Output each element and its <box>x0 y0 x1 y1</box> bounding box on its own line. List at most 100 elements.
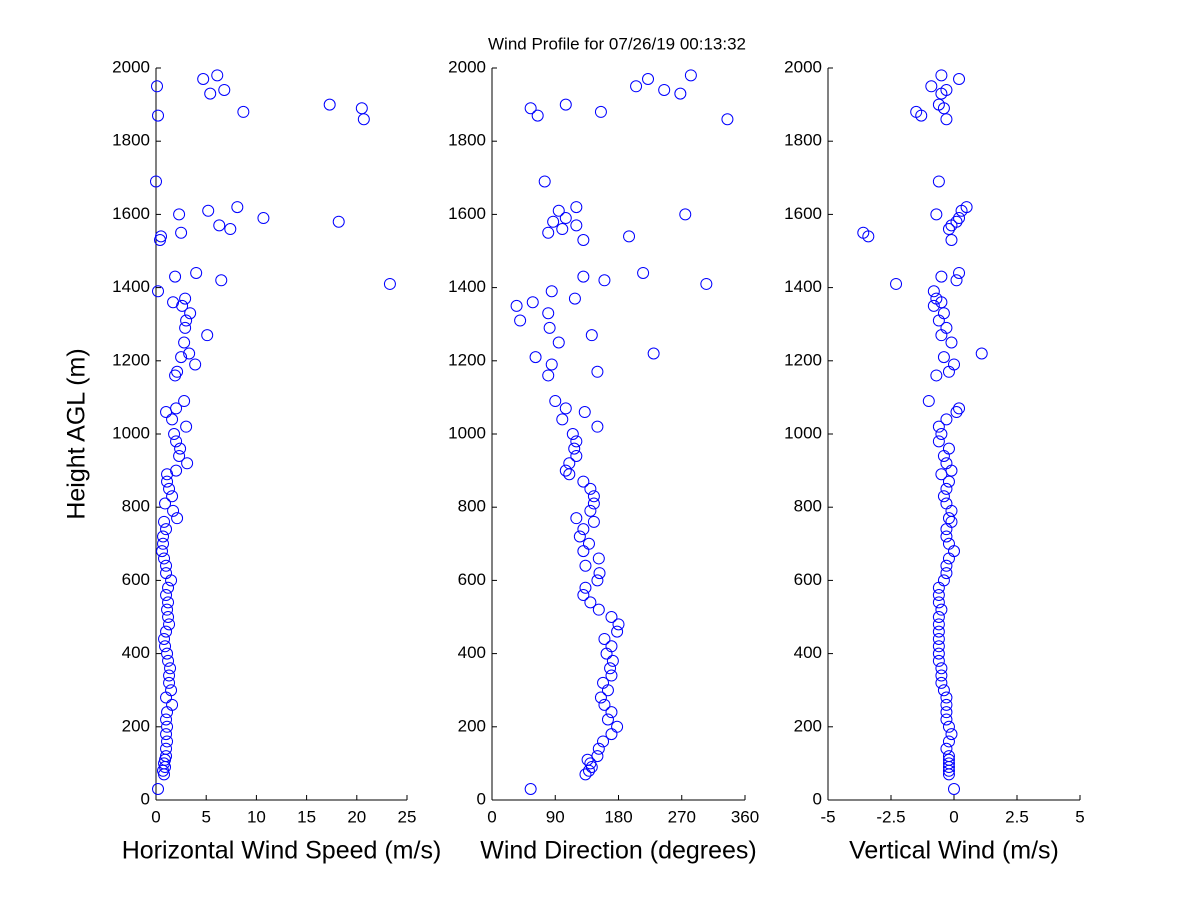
point <box>568 292 581 305</box>
point <box>179 292 192 305</box>
y-tick-label: 400 <box>794 643 822 662</box>
point <box>598 698 611 711</box>
point <box>179 321 192 334</box>
x-axis-label: Vertical Wind (m/s) <box>849 837 1059 865</box>
y-tick-label: 1000 <box>112 423 150 442</box>
point <box>910 105 923 118</box>
point <box>591 365 604 378</box>
point <box>927 285 940 298</box>
point <box>587 490 600 503</box>
point <box>584 504 597 517</box>
point <box>570 435 583 448</box>
point <box>594 691 607 704</box>
point <box>578 406 591 419</box>
point <box>168 428 181 440</box>
y-tick-label: 600 <box>458 570 486 589</box>
y-tick-label: 0 <box>813 789 822 808</box>
point <box>577 234 590 247</box>
point <box>559 402 572 415</box>
point <box>935 669 948 682</box>
point <box>237 105 250 118</box>
point <box>592 552 605 565</box>
point <box>937 449 950 462</box>
point <box>927 299 940 312</box>
point <box>159 640 172 653</box>
point <box>948 783 960 796</box>
point <box>587 497 600 510</box>
point <box>721 113 734 126</box>
point <box>152 109 165 122</box>
point <box>932 435 945 448</box>
x-tick-label: 20 <box>347 807 366 826</box>
point <box>611 720 624 733</box>
point <box>597 735 610 748</box>
point <box>160 523 173 536</box>
point <box>231 201 244 214</box>
point <box>257 212 270 225</box>
point <box>549 395 562 408</box>
y-tick-label: 1400 <box>112 277 150 296</box>
point <box>932 654 945 667</box>
point <box>605 640 618 653</box>
point <box>175 351 188 364</box>
point <box>890 277 903 290</box>
y-tick-label: 800 <box>122 497 150 516</box>
x-tick-label: 2.5 <box>1005 807 1029 826</box>
point <box>213 219 226 232</box>
point <box>175 226 188 239</box>
point <box>162 654 175 667</box>
point <box>161 735 174 748</box>
point <box>960 201 973 214</box>
point <box>935 428 948 440</box>
y-tick-label: 1000 <box>784 423 822 442</box>
y-tick-label: 200 <box>794 716 822 735</box>
point <box>559 464 572 477</box>
point <box>674 87 687 100</box>
point <box>684 69 697 82</box>
point <box>166 413 179 426</box>
point <box>585 329 598 342</box>
point <box>935 676 948 689</box>
point <box>604 662 617 675</box>
point <box>942 720 955 733</box>
point <box>167 296 180 309</box>
point <box>932 420 945 433</box>
point <box>161 706 174 719</box>
point <box>953 266 966 279</box>
point <box>945 504 958 517</box>
point <box>218 83 231 96</box>
point <box>600 647 613 660</box>
point <box>930 369 943 382</box>
y-tick-label: 1800 <box>784 131 822 150</box>
x-tick-label: 0 <box>487 807 496 826</box>
point <box>563 457 576 470</box>
point <box>383 277 396 290</box>
x-tick-label: 180 <box>604 807 632 826</box>
point <box>159 753 172 766</box>
y-tick-label: 1200 <box>112 350 150 369</box>
point <box>937 574 950 587</box>
point <box>573 530 586 543</box>
point <box>605 669 618 682</box>
point <box>942 537 955 550</box>
point <box>940 530 953 543</box>
point <box>940 413 953 426</box>
point <box>932 589 945 602</box>
point <box>170 435 183 448</box>
point <box>189 358 202 371</box>
point <box>940 113 953 126</box>
point <box>542 369 555 382</box>
point <box>163 482 176 495</box>
point <box>935 662 948 675</box>
point <box>152 285 165 298</box>
point <box>545 358 558 371</box>
point <box>598 632 611 645</box>
x-tick-label: 90 <box>546 807 565 826</box>
point <box>579 768 592 781</box>
point <box>577 475 590 488</box>
point <box>157 530 170 543</box>
point <box>202 204 215 217</box>
point <box>204 87 217 100</box>
point <box>940 713 953 726</box>
point <box>935 329 948 342</box>
